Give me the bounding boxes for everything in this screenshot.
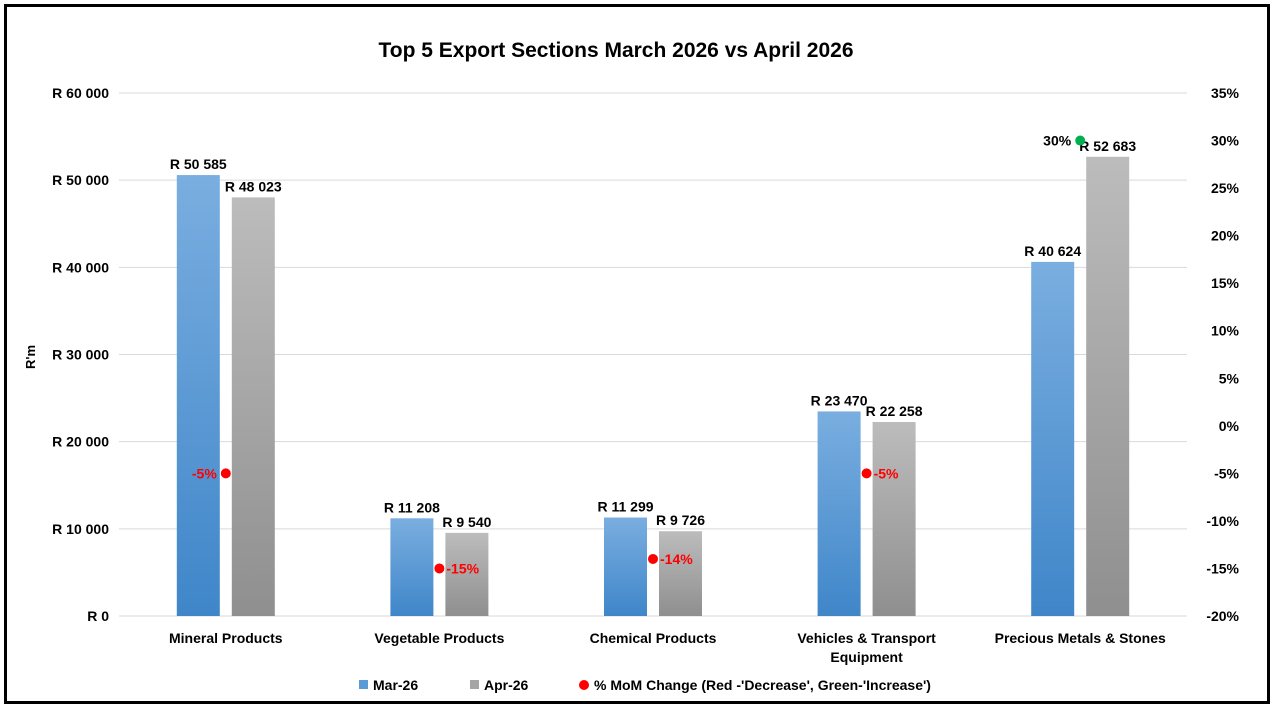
data-label-mar-26: R 11 299 [597,499,653,515]
bar-apr-26 [445,532,489,616]
data-label-mar-26: R 40 624 [1024,243,1081,259]
category-label: Vehicles & Transport [797,630,936,646]
data-label-apr-26: R 48 023 [225,178,282,194]
data-label-apr-26: R 9 726 [656,512,705,528]
bar-apr-26 [1086,156,1130,616]
category-label: Vegetable Products [374,630,504,646]
y2-tick-label: 10% [1211,323,1240,339]
mom-change-marker [1075,135,1086,146]
legend-label-mar-26: Mar-26 [373,677,418,693]
y2-tick-label: 0% [1219,418,1240,434]
category-label: Equipment [830,649,903,665]
y2-tick-label: 25% [1211,180,1240,196]
bar-apr-26 [231,197,275,616]
data-label-mar-26: R 50 585 [170,156,227,172]
mom-change-label: -5% [192,465,217,481]
legend-label-mom-change: % MoM Change (Red -'Decrease', Green-'In… [594,677,931,693]
data-label-apr-26: R 52 683 [1079,138,1136,154]
y2-tick-label: 35% [1211,85,1240,101]
bar-mar-26 [176,175,220,616]
chart-title: Top 5 Export Sections March 2026 vs Apri… [378,39,853,62]
y-axis-label: R'm [23,345,38,369]
mom-change-marker [861,468,872,479]
mom-change-marker [220,468,231,479]
y2-tick-label: 5% [1219,370,1240,386]
category-label: Mineral Products [169,630,283,646]
mom-change-label: -14% [660,551,693,567]
y2-tick-label: -10% [1206,513,1239,529]
y-tick-label: R 40 000 [52,259,109,275]
y2-tick-label: 15% [1211,275,1240,291]
y2-tick-label: -15% [1206,560,1239,576]
data-label-mar-26: R 11 208 [384,499,440,515]
mom-change-marker [434,563,445,574]
category-label: Precious Metals & Stones [995,630,1166,646]
bar-mar-26 [817,411,861,616]
legend-marker-mom-change [579,680,589,690]
mom-change-label: -5% [874,465,899,481]
mom-change-label: 30% [1043,133,1072,149]
y2-tick-label: -5% [1214,465,1239,481]
y2-tick-label: 30% [1211,133,1240,149]
export-sections-chart: Top 5 Export Sections March 2026 vs Apri… [23,39,1240,693]
bar-mar-26 [604,517,647,616]
mom-change-label: -15% [446,560,479,576]
legend-swatch-apr-26 [470,680,479,689]
y-tick-label: R 30 000 [52,347,109,363]
y-tick-label: R 50 000 [52,172,109,188]
y-tick-label: R 60 000 [52,85,109,101]
bar-mar-26 [1031,261,1075,616]
mom-change-marker [648,553,658,564]
y2-tick-label: -20% [1206,608,1239,624]
chart-frame: Top 5 Export Sections March 2026 vs Apri… [4,4,1270,704]
data-label-apr-26: R 9 540 [442,514,491,530]
y-tick-label: R 10 000 [52,521,109,537]
data-label-mar-26: R 23 470 [811,392,868,408]
data-label-apr-26: R 22 258 [866,403,923,419]
y-tick-label: R 20 000 [52,434,109,450]
bar-apr-26 [659,531,702,616]
bar-apr-26 [872,421,916,616]
y2-tick-label: 20% [1211,228,1240,244]
legend-label-apr-26: Apr-26 [484,677,529,693]
y-tick-label: R 0 [87,608,109,624]
legend-swatch-mar-26 [359,680,368,689]
bar-mar-26 [390,518,434,616]
category-label: Chemical Products [590,630,717,646]
